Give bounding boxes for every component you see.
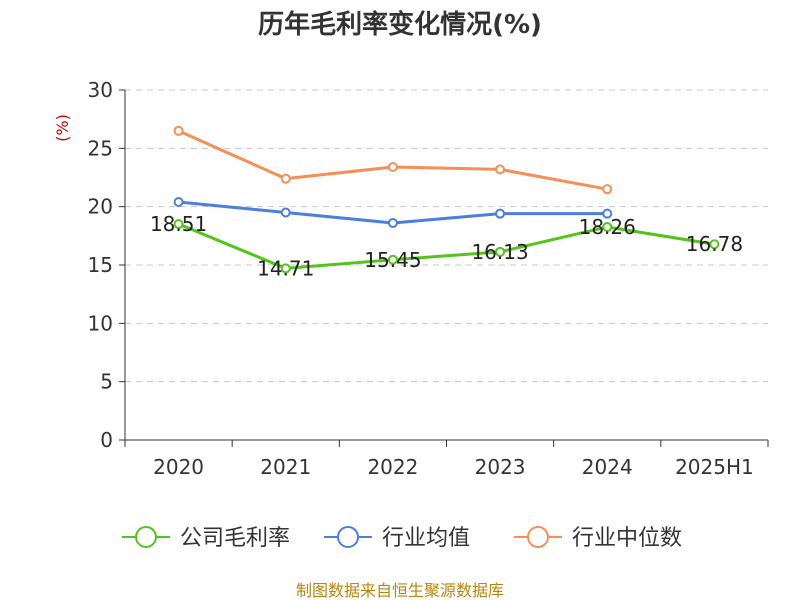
y-tick-label: 25 [88,136,113,160]
series-line [177,129,608,191]
legend-marker [527,526,549,548]
data-point [602,221,613,232]
x-tick-labels: 2020 2021 2022 2023 2024 2025H1 [153,455,754,479]
data-point [173,197,184,207]
x-tick-label: 2025H1 [675,455,754,479]
data-point [602,184,613,195]
legend-label: 行业均值 [382,526,470,551]
y-tick-label: 5 [100,370,113,394]
y-tick-label: 30 [88,78,113,102]
data-label: 15.45 [364,248,421,272]
x-tick-label: 2024 [582,455,633,479]
grid-lines [125,89,768,383]
y-tick-labels: 0 5 10 15 20 25 30 [88,78,113,452]
data-label: 14.71 [257,256,314,280]
data-label: 18.26 [579,215,636,239]
source-note: 制图数据来自恒生聚源数据库 [296,581,504,600]
data-point [280,173,291,184]
data-point [387,254,398,265]
data-labels: 18.51 14.71 15.45 16.13 18.26 16.78 [150,212,743,280]
y-tick-label: 20 [88,195,113,219]
x-tick-label: 2020 [153,455,204,479]
data-point [709,239,720,250]
y-tick-label: 10 [88,311,113,335]
legend-label: 行业中位数 [572,526,682,551]
x-tick-label: 2023 [475,455,526,479]
series-lines [173,125,720,274]
chart-title: 历年毛利率变化情况(%) [258,9,542,40]
data-point [495,164,506,175]
y-axis-label: (%) [53,114,72,142]
legend-marker [337,526,359,548]
y-tick-label: 15 [88,253,113,277]
legend: 公司毛利率 行业均值 行业中位数 [122,526,682,551]
data-label: 18.51 [150,212,207,236]
legend-label: 公司毛利率 [180,526,290,551]
data-label: 16.78 [686,232,743,256]
data-point [495,208,506,219]
data-point [387,162,398,172]
data-point [173,125,184,136]
data-point [387,218,398,228]
legend-marker [135,526,157,548]
y-tick-label: 0 [100,428,113,452]
data-label: 16.13 [471,240,528,264]
x-tick-label: 2021 [260,455,311,479]
data-point [280,207,291,218]
data-point [173,219,184,230]
data-point [602,208,613,219]
data-point [495,246,506,257]
data-point [280,263,291,274]
x-tick-label: 2022 [367,455,418,479]
series-line [178,222,715,270]
axes [119,89,769,447]
